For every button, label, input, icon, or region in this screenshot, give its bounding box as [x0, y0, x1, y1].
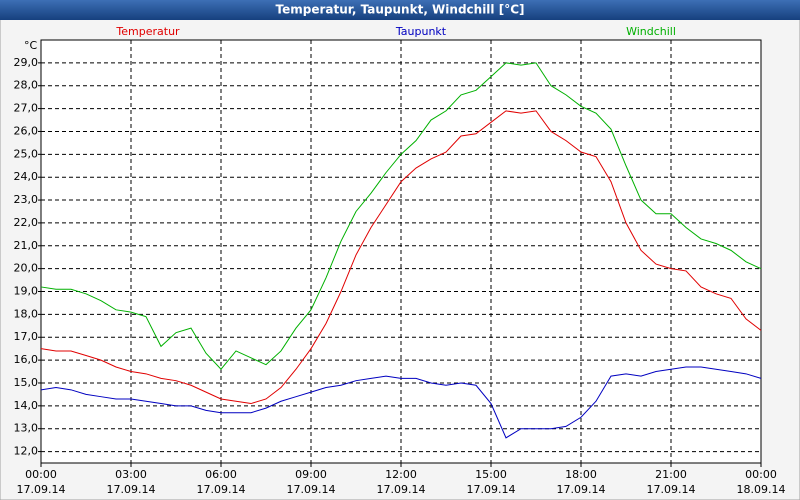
x-tick-label: 03:00 [115, 468, 147, 481]
x-tick-date: 17.09.14 [467, 483, 516, 496]
y-tick-label: 12,0 [14, 445, 39, 458]
y-tick-label: 26,0 [14, 124, 39, 137]
series-line [40, 110, 762, 405]
y-tick-label: 18,0 [14, 307, 39, 320]
chart-title: Temperatur, Taupunkt, Windchill [°C] [276, 3, 525, 17]
y-tick-label: 24,0 [14, 170, 39, 183]
series-line [40, 366, 762, 439]
y-tick-label: 21,0 [14, 239, 39, 252]
x-tick-label: 18:00 [565, 468, 597, 481]
legend-entry: Windchill [626, 25, 676, 38]
legend-entry: Temperatur [115, 25, 180, 38]
y-tick-label: 28,0 [14, 79, 39, 92]
x-tick-date: 17.09.14 [647, 483, 696, 496]
x-tick-date: 17.09.14 [287, 483, 336, 496]
y-tick-label: 20,0 [14, 262, 39, 275]
series-line [40, 62, 762, 371]
y-tick-label: 19,0 [14, 285, 39, 298]
y-tick-label: 29,0 [14, 56, 39, 69]
y-tick-label: 17,0 [14, 330, 39, 343]
x-tick-date: 17.09.14 [197, 483, 246, 496]
y-tick-label: 25,0 [14, 147, 39, 160]
y-tick-label: 16,0 [14, 353, 39, 366]
x-tick-label: 06:00 [205, 468, 237, 481]
x-tick-date: 17.09.14 [17, 483, 66, 496]
y-tick-label: 22,0 [14, 216, 39, 229]
y-tick-label: 13,0 [14, 422, 39, 435]
x-tick-label: 09:00 [295, 468, 327, 481]
y-tick-label: 15,0 [14, 376, 39, 389]
x-tick-date: 17.09.14 [377, 483, 426, 496]
x-tick-label: 00:00 [745, 468, 777, 481]
x-tick-label: 12:00 [385, 468, 417, 481]
y-tick-label: 14,0 [14, 399, 39, 412]
legend-entry: Taupunkt [395, 25, 447, 38]
x-tick-label: 21:00 [655, 468, 687, 481]
x-tick-label: 00:00 [25, 468, 57, 481]
x-tick-date: 18.09.14 [737, 483, 786, 496]
x-tick-date: 17.09.14 [557, 483, 606, 496]
y-tick-label: 27,0 [14, 102, 39, 115]
title-bar [0, 0, 800, 20]
y-unit: °C [24, 39, 38, 52]
y-tick-label: 23,0 [14, 193, 39, 206]
x-tick-label: 15:00 [475, 468, 507, 481]
x-tick-date: 17.09.14 [107, 483, 156, 496]
